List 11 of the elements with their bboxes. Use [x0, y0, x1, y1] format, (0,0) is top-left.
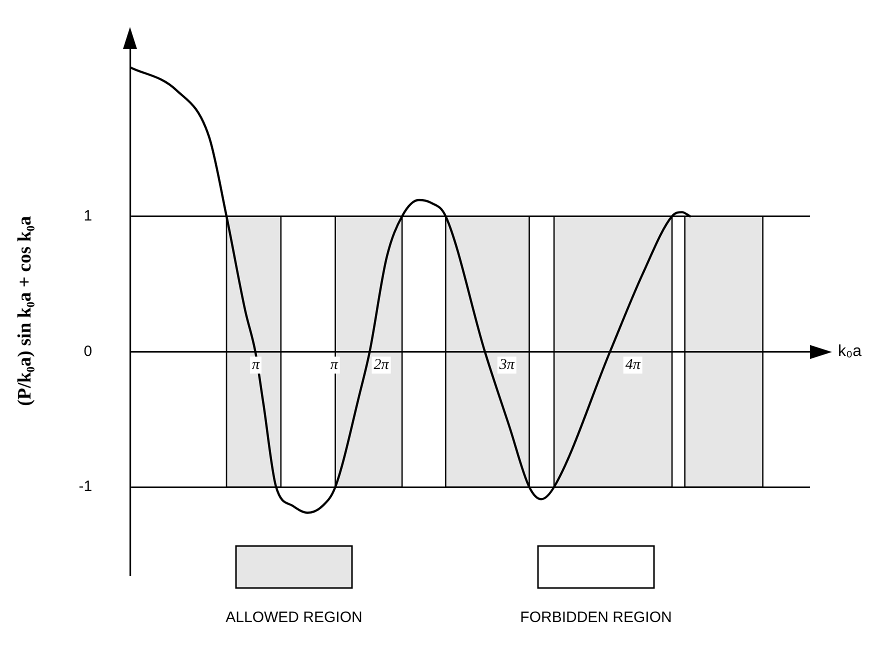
- y-tick-label: 1: [84, 207, 92, 224]
- text: FORBIDDEN REGION: [519, 609, 673, 626]
- y-tick-label: 0: [84, 342, 92, 360]
- x-axis-title: k₀a: [838, 343, 862, 360]
- x-tick-label: 4π: [625, 357, 641, 374]
- x-tick-label: 2π: [374, 357, 390, 374]
- x-tick-label: 3π: [498, 357, 515, 374]
- y-axis-title: (P/k₀a) sin k₀a + cos k₀a: [14, 216, 36, 406]
- x-tick-label: π: [252, 357, 260, 374]
- text: ALLOWED REGION: [224, 609, 364, 626]
- y-tick-label: -1: [78, 478, 92, 496]
